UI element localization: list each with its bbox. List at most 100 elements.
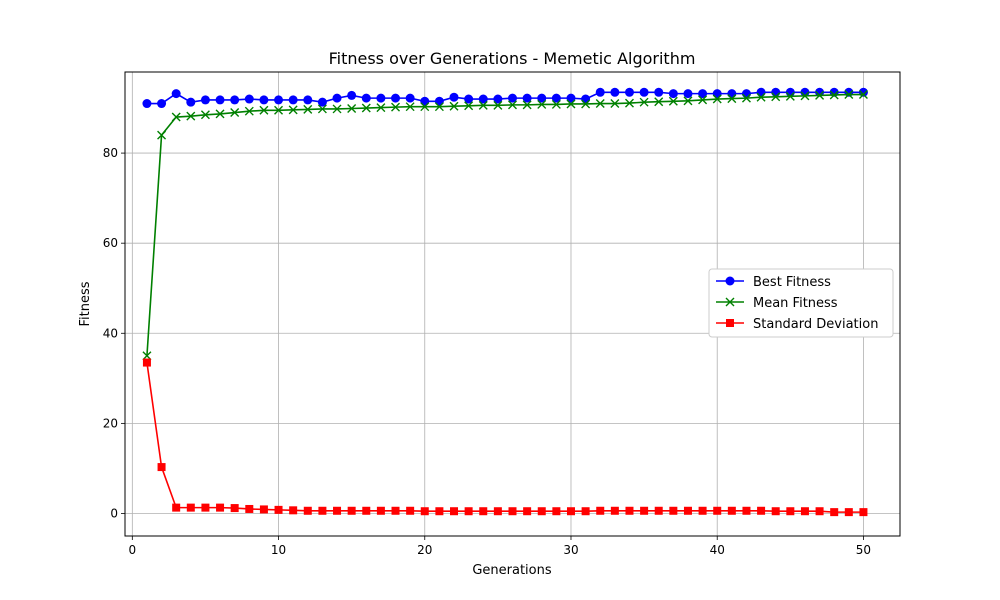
legend-label: Mean Fitness — [753, 296, 838, 311]
data-point — [698, 506, 707, 515]
x-tick-label: 20 — [417, 543, 432, 557]
data-point — [844, 508, 853, 517]
legend-item-mean-fitness: Mean Fitness — [716, 296, 838, 311]
data-point — [624, 98, 634, 108]
data-point — [800, 91, 810, 101]
data-point — [464, 94, 474, 104]
data-point — [727, 94, 737, 104]
data-point — [244, 94, 254, 104]
data-point — [815, 90, 825, 100]
data-point — [171, 89, 181, 99]
data-point — [800, 507, 809, 516]
legend-item-standard-deviation: Standard Deviation — [716, 317, 878, 332]
chart-title: Fitness over Generations - Memetic Algor… — [329, 49, 696, 68]
data-point — [376, 93, 386, 103]
data-point — [727, 506, 736, 515]
data-point — [610, 99, 620, 109]
data-point — [332, 93, 342, 103]
data-point — [551, 93, 561, 103]
data-point — [244, 106, 254, 116]
data-point — [186, 503, 195, 512]
data-point — [391, 102, 401, 112]
data-point — [537, 93, 547, 103]
data-point — [333, 506, 342, 515]
data-point — [201, 503, 210, 512]
grid — [125, 72, 900, 536]
data-point — [508, 100, 517, 110]
data-point — [245, 504, 254, 513]
legend-marker — [726, 319, 734, 327]
data-point — [566, 507, 575, 516]
data-point — [449, 101, 459, 111]
data-point — [581, 99, 591, 109]
legend-item-best-fitness: Best Fitness — [716, 275, 831, 290]
x-tick-label: 50 — [856, 543, 871, 557]
data-point — [157, 463, 166, 472]
data-point — [449, 92, 459, 102]
legend-label: Standard Deviation — [753, 317, 878, 332]
data-point — [391, 93, 401, 103]
data-point — [230, 95, 240, 105]
data-point — [157, 130, 167, 140]
data-point — [391, 506, 400, 515]
data-point — [288, 95, 298, 105]
data-point — [274, 95, 284, 105]
data-point — [654, 97, 664, 107]
data-point — [698, 89, 708, 99]
data-point — [552, 507, 561, 516]
series-layer — [142, 87, 868, 517]
data-point — [537, 99, 547, 109]
data-point — [757, 506, 766, 515]
data-point — [464, 507, 473, 516]
data-point — [200, 110, 210, 120]
y-axis: 0 20 40 60 80 — [103, 146, 125, 520]
data-point — [698, 95, 708, 105]
data-point — [668, 96, 678, 106]
data-point — [625, 506, 634, 515]
x-axis: 0 10 20 30 40 50 — [128, 536, 871, 557]
data-point — [741, 93, 751, 103]
data-point — [493, 94, 503, 104]
data-point — [478, 94, 488, 104]
data-point — [815, 507, 824, 516]
x-axis-label: Generations — [472, 563, 552, 578]
series-line — [146, 93, 864, 356]
y-tick-label: 20 — [103, 416, 118, 430]
data-point — [420, 102, 430, 112]
data-point — [362, 506, 371, 515]
data-point — [142, 351, 152, 361]
data-point — [727, 89, 737, 99]
data-point — [361, 103, 371, 113]
data-point — [683, 506, 692, 515]
data-point — [669, 506, 678, 515]
data-point — [508, 93, 517, 103]
data-point — [216, 503, 225, 512]
data-point — [610, 506, 619, 515]
data-point — [186, 111, 196, 121]
legend: Best Fitness Mean Fitness Standard Deviati… — [708, 268, 894, 338]
data-point — [522, 100, 532, 110]
data-point — [450, 507, 459, 516]
data-point — [596, 506, 605, 515]
data-point — [274, 505, 283, 514]
data-point — [785, 91, 795, 101]
data-point — [289, 506, 298, 515]
data-point — [742, 506, 751, 515]
data-point — [756, 87, 766, 97]
series-mean-fitness — [142, 90, 868, 361]
legend-marker — [725, 297, 735, 307]
data-point — [683, 89, 693, 99]
data-point — [479, 507, 488, 516]
data-point — [200, 95, 210, 105]
data-point — [639, 87, 649, 97]
data-point — [435, 507, 444, 516]
data-point — [434, 102, 444, 112]
data-point — [523, 507, 532, 516]
plot-frame — [124, 71, 901, 537]
data-point — [303, 506, 312, 515]
data-point — [464, 101, 474, 111]
data-point — [859, 508, 868, 517]
y-tick-label: 80 — [103, 146, 118, 160]
data-point — [712, 94, 722, 104]
data-point — [259, 505, 268, 514]
